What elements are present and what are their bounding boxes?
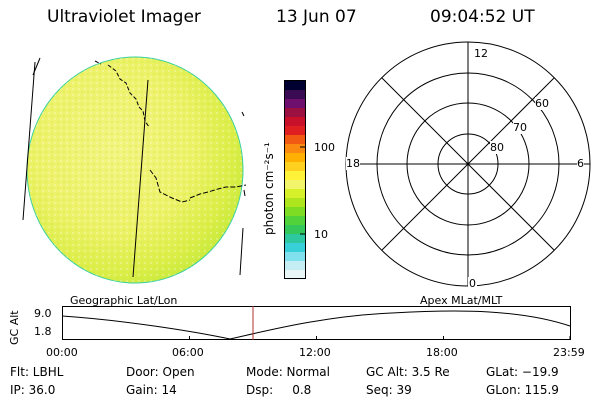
colorbar-band [284,99,306,109]
colorbar-band [284,216,306,226]
glat-info: GLat: −19.9 [486,365,559,379]
colorbar-band [284,234,306,244]
gc-alt-axis-label: GC Alt [8,310,21,345]
colorbar-band [284,189,306,199]
polar-diagonal-2 [381,77,555,251]
colorbar-band [284,126,306,136]
lat-label-80: 80 [490,141,504,154]
earth-disk-texture [27,57,243,283]
apex-mlat-title: Apex MLat/MLT [420,294,503,307]
mlt-label-12: 12 [474,47,488,60]
coastline-edge [241,111,246,197]
colorbar-band [284,144,306,154]
filter-info: Flt: LBHL [10,365,64,379]
colorbar-band [284,153,306,163]
colorbar-tick-100: 100 [314,141,335,154]
y-tick-1-8: 1.8 [34,325,52,338]
colorbar-band [284,171,306,181]
colorbar-tick-10: 10 [314,228,328,241]
meridian-line-left [22,61,36,221]
gc-alt-info: GC Alt: 3.5 Re [366,365,450,379]
x-tick-2359: 23:59 [553,346,585,359]
mode-info: Mode: Normal [246,365,330,379]
x-tick-1200: 12:00 [299,346,331,359]
meridian-line [132,79,149,278]
colorbar-band [284,180,306,190]
colorbar-band [284,108,306,118]
colorbar-band [284,261,306,271]
colorbar-unit-label: photon cm⁻²s⁻¹ [262,142,276,235]
colorbar-band [284,135,306,145]
y-tick-9: 9.0 [34,307,52,320]
x-tick-1800: 18:00 [426,346,458,359]
limb-line-left [32,57,41,76]
image-time: 09:04:52 UT [430,7,535,27]
gain-info: Gain: 14 [126,383,177,397]
seq-info: Seq: 39 [366,383,412,397]
x-tick-0600: 06:00 [172,346,204,359]
glon-info: GLon: 115.9 [486,383,559,397]
colorbar-band [284,198,306,208]
instrument-title: Ultraviolet Imager [47,7,201,27]
colorbar-band [284,81,306,91]
colorbar-band [284,207,306,217]
colorbar-band [284,225,306,235]
colorbar-band [284,162,306,172]
altitude-plot [62,306,571,340]
ip-info: IP: 36.0 [10,383,56,397]
colorbar-band [284,243,306,253]
mlt-label-0: 0 [468,277,477,290]
coastline [94,60,150,128]
colorbar-band [284,270,306,280]
coastline-east [149,169,247,203]
polar-plot [345,41,591,287]
limb-line-bottom-right [239,227,244,276]
x-tick-0000: 00:00 [46,346,78,359]
altitude-curve [62,310,571,340]
mlt-label-18: 18 [346,157,360,170]
colorbar-band [284,117,306,127]
dsp-info: Dsp: 0.8 [246,383,312,397]
image-date: 13 Jun 07 [276,7,357,27]
colorbar [284,80,306,280]
mlt-label-6: 6 [577,157,584,170]
lat-label-60: 60 [535,97,549,110]
colorbar-band [284,252,306,262]
lat-label-70: 70 [513,121,527,134]
geo-latlon-title: Geographic Lat/Lon [70,294,178,307]
colorbar-band [284,90,306,100]
uv-earth-image [22,56,247,284]
door-info: Door: Open [126,365,195,379]
